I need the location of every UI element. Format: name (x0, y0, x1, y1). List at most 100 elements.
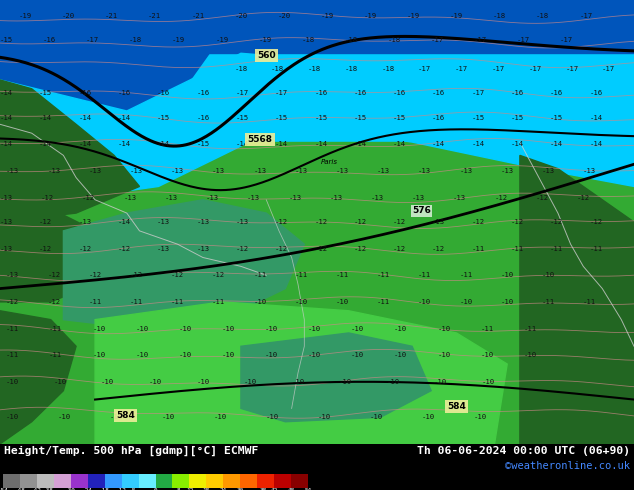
Text: -11: -11 (481, 325, 493, 332)
Text: -12: -12 (39, 245, 52, 251)
Text: -12: -12 (236, 245, 249, 251)
Text: -14: -14 (472, 141, 484, 147)
Text: -8: -8 (129, 489, 136, 490)
Bar (190, 474, 206, 488)
Text: -11: -11 (542, 299, 555, 305)
Text: -13: -13 (6, 272, 19, 278)
Text: -13: -13 (89, 168, 101, 174)
Text: 48: 48 (287, 489, 295, 490)
Text: -14: -14 (118, 115, 131, 121)
Text: -11: -11 (460, 272, 472, 278)
Text: -17: -17 (492, 66, 505, 72)
Text: -16: -16 (118, 90, 131, 96)
Text: -10: -10 (222, 325, 235, 332)
Text: -13: -13 (130, 168, 143, 174)
Polygon shape (0, 196, 114, 302)
Text: -20: -20 (62, 13, 75, 19)
Text: -16: -16 (590, 90, 602, 96)
Text: -21: -21 (148, 13, 161, 19)
Text: -10: -10 (110, 415, 123, 420)
Text: -13: -13 (197, 245, 209, 251)
Bar (206, 474, 223, 488)
Text: -13: -13 (377, 168, 390, 174)
Polygon shape (0, 80, 139, 222)
Text: -16: -16 (197, 115, 209, 121)
Polygon shape (0, 53, 634, 200)
Text: -10: -10 (265, 325, 278, 332)
Text: -12: -12 (116, 489, 127, 490)
Text: -15: -15 (511, 115, 524, 121)
Text: -11: -11 (472, 245, 484, 251)
Text: -14: -14 (550, 141, 563, 147)
Text: -10: -10 (254, 299, 266, 305)
Text: -13: -13 (288, 195, 301, 200)
Text: -10: -10 (422, 415, 435, 420)
Text: -11: -11 (377, 299, 390, 305)
Text: 0: 0 (153, 489, 157, 490)
Text: -15: -15 (354, 115, 366, 121)
Text: -14: -14 (39, 115, 52, 121)
Text: -15: -15 (236, 115, 249, 121)
Text: -17: -17 (474, 37, 487, 43)
Text: -14: -14 (590, 141, 602, 147)
Bar (172, 474, 190, 488)
Text: -10: -10 (524, 352, 536, 358)
Text: -12: -12 (41, 195, 54, 200)
Bar (240, 474, 257, 488)
Text: -13: -13 (0, 195, 13, 200)
Text: -13: -13 (247, 195, 260, 200)
Text: -14: -14 (0, 141, 13, 147)
Text: -13: -13 (6, 168, 19, 174)
Text: -17: -17 (517, 37, 530, 43)
Text: -38: -38 (42, 489, 54, 490)
Text: -10: -10 (197, 379, 209, 385)
Text: -10: -10 (244, 379, 257, 385)
Text: -11: -11 (6, 325, 19, 332)
Bar (105, 474, 122, 488)
Text: -10: -10 (351, 352, 364, 358)
Text: -16: -16 (550, 90, 563, 96)
Text: Height/Temp. 500 hPa [gdmp][°C] ECMWF: Height/Temp. 500 hPa [gdmp][°C] ECMWF (4, 446, 259, 456)
Text: -10: -10 (318, 415, 331, 420)
Text: -13: -13 (212, 168, 225, 174)
Text: -12: -12 (511, 219, 524, 225)
Text: -11: -11 (212, 299, 225, 305)
Text: -12: -12 (393, 245, 406, 251)
Bar (139, 474, 155, 488)
Text: -17: -17 (236, 90, 249, 96)
Text: -17: -17 (602, 66, 615, 72)
Text: -13: -13 (371, 195, 384, 200)
Text: -11: -11 (49, 352, 62, 358)
Text: -17: -17 (529, 66, 541, 72)
Text: -17: -17 (86, 37, 99, 43)
Text: -19: -19 (172, 37, 185, 43)
Text: -16: -16 (43, 37, 56, 43)
Bar (291, 474, 308, 488)
Text: -12: -12 (495, 195, 507, 200)
Text: Th 06-06-2024 00:00 UTC (06+90): Th 06-06-2024 00:00 UTC (06+90) (417, 446, 630, 456)
Text: 8: 8 (176, 489, 180, 490)
Text: 560: 560 (257, 51, 276, 60)
Bar (71, 474, 87, 488)
Text: -13: -13 (412, 195, 425, 200)
Text: -10: -10 (292, 379, 304, 385)
Text: -19: -19 (259, 37, 271, 43)
Text: -10: -10 (434, 379, 447, 385)
Text: -18: -18 (382, 66, 394, 72)
Text: -12: -12 (171, 272, 184, 278)
Text: -14: -14 (39, 141, 52, 147)
Text: -19: -19 (19, 13, 32, 19)
Text: -18: -18 (493, 13, 506, 19)
Text: -15: -15 (472, 115, 484, 121)
Text: -17: -17 (418, 66, 431, 72)
Text: -18: -18 (100, 489, 110, 490)
Text: -12: -12 (48, 272, 60, 278)
Text: -12: -12 (432, 245, 445, 251)
Text: -10: -10 (295, 299, 307, 305)
Text: -12: -12 (472, 219, 484, 225)
Text: 42: 42 (271, 489, 278, 490)
Text: -12: -12 (79, 245, 91, 251)
Text: -11: -11 (254, 272, 266, 278)
Text: -16: -16 (511, 90, 524, 96)
Text: -16: -16 (432, 90, 445, 96)
